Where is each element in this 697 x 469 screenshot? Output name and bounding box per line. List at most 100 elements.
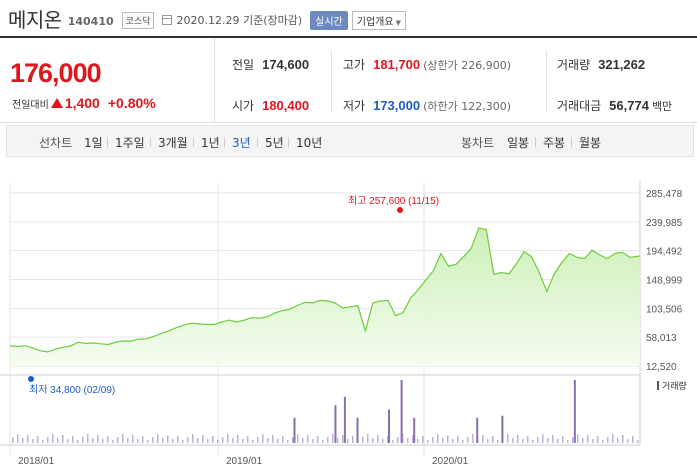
volume-bar <box>377 435 379 443</box>
min-label: 최저 34,800 (02/09) <box>29 384 115 396</box>
realtime-button[interactable]: 실시간 <box>310 10 348 30</box>
volume-bar <box>252 440 254 443</box>
line-chart-label: 선차트 <box>39 136 73 150</box>
low-label: 저가 <box>343 99 366 113</box>
volume-bar <box>57 438 59 443</box>
price-chart[interactable]: 285,478 239,985 194,492 148,999 103,506 58,01… <box>0 160 697 469</box>
stock-code: 140410 <box>67 14 114 28</box>
stock-name: 메지온 <box>8 7 62 32</box>
y-tick-label: 58,013 <box>646 333 677 344</box>
volume-bar <box>217 440 219 443</box>
calendar-icon <box>162 15 173 25</box>
volume: 거래량 321,262 <box>557 56 645 73</box>
volume-bar <box>22 438 24 443</box>
volume-bar <box>567 440 569 443</box>
volume-bar <box>322 440 324 443</box>
volume-bar <box>412 435 414 443</box>
volume-bar <box>127 438 129 443</box>
volume-bar <box>507 434 509 443</box>
volume-bar <box>472 434 474 443</box>
volume-bar <box>302 438 304 443</box>
tab-divider <box>193 137 194 147</box>
volume-bar <box>237 435 239 443</box>
volume-bar <box>617 438 619 443</box>
tab-10y[interactable]: 10년 <box>296 136 323 150</box>
tab-1w[interactable]: 1주일 <box>115 136 145 150</box>
volume-bar <box>332 434 334 443</box>
volume-bar <box>432 437 434 443</box>
trade-amount: 거래대금 56,774 백만 <box>557 97 672 114</box>
volume-bar <box>482 435 484 443</box>
y-tick-label: 103,506 <box>646 304 683 315</box>
volume-value: 321,262 <box>598 57 646 72</box>
tab-weekly[interactable]: 주봉 <box>543 136 566 150</box>
volume-bar <box>487 439 489 443</box>
high-label: 고가 <box>343 58 366 72</box>
volume-bar <box>72 436 74 443</box>
period-tab-bar: 선차트 1일 1주일 3개월 1년 3년 5년 10년 봉차트 일봉 주봉 월봉 <box>6 125 694 157</box>
y-tick-label: 239,985 <box>646 218 683 229</box>
upper-limit: (상한가 226,900) <box>423 59 512 72</box>
price-area <box>10 228 640 366</box>
volume-legend: 거래량 <box>662 380 687 391</box>
volume-bar <box>422 436 424 443</box>
volume-label: 거래량 <box>557 58 591 72</box>
volume-bar <box>607 437 609 443</box>
divider <box>546 50 547 112</box>
tab-1d[interactable]: 1일 <box>84 136 103 150</box>
max-point <box>397 207 403 213</box>
volume-bar <box>12 437 14 443</box>
tab-5y[interactable]: 5년 <box>265 136 284 150</box>
tab-monthly[interactable]: 월봉 <box>579 136 602 150</box>
x-tick-label: 2020/01 <box>432 456 469 467</box>
volume-bar <box>192 434 194 443</box>
volume-bar <box>42 440 44 443</box>
volume-bar <box>222 437 224 443</box>
volume-bar <box>67 439 69 443</box>
volume-bar <box>212 436 214 443</box>
volume-bar <box>197 438 199 443</box>
volume-bar <box>552 435 554 443</box>
volume-bar <box>637 440 639 443</box>
company-info-button[interactable]: 기업개요 ▼ <box>351 10 406 30</box>
volume-bar <box>356 417 359 443</box>
volume-bar <box>413 417 416 443</box>
volume-bar <box>92 438 94 443</box>
volume-bar <box>157 434 159 443</box>
volume-bar <box>162 438 164 443</box>
volume-bar <box>592 439 594 443</box>
tab-daily[interactable]: 일봉 <box>507 136 530 150</box>
caret-down-icon: ▼ <box>395 18 401 27</box>
volume-bar <box>32 439 34 443</box>
volume-bar <box>347 439 349 443</box>
price-panel: 176,000 전일대비 1,400 +0.80% 전일 174,600 시가 … <box>0 36 697 123</box>
volume-bar <box>537 437 539 443</box>
volume-bar <box>242 439 244 443</box>
tab-3y[interactable]: 3년 <box>232 136 251 150</box>
volume-bar <box>367 434 369 443</box>
volume-bar <box>287 440 289 443</box>
volume-bar <box>382 439 384 443</box>
change-row: 전일대비 1,400 +0.80% <box>12 95 156 111</box>
y-tick-label: 12,520 <box>646 362 677 373</box>
tab-1y[interactable]: 1년 <box>201 136 220 150</box>
volume-bar <box>407 438 409 443</box>
volume-bar <box>597 436 599 443</box>
volume-bar <box>297 434 299 443</box>
tab-divider <box>224 137 225 147</box>
volume-bar <box>501 415 504 443</box>
company-info-label: 기업개요 <box>356 16 394 28</box>
prev-close-label: 전일 <box>232 58 255 72</box>
change-amount: 1,400 <box>64 95 100 111</box>
reference-date: 2020.12.29 기준(장마감) <box>176 14 303 27</box>
volume-bar <box>182 440 184 443</box>
volume-bar <box>527 436 529 443</box>
prev-close-value: 174,600 <box>262 57 310 72</box>
volume-bar <box>400 380 403 443</box>
y-axis: 285,478 239,985 194,492 148,999 103,506 58,01… <box>646 189 683 373</box>
tab-3m[interactable]: 3개월 <box>158 136 188 150</box>
volume-bar <box>547 438 549 443</box>
open-label: 시가 <box>232 99 255 113</box>
change-label: 전일대비 <box>12 99 49 111</box>
volume-bar <box>187 437 189 443</box>
